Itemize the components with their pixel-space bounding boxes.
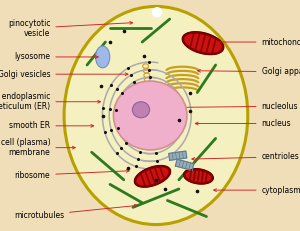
Polygon shape — [185, 34, 221, 52]
Polygon shape — [176, 159, 194, 170]
Text: rough endoplasmic
reticulum (ER): rough endoplasmic reticulum (ER) — [0, 92, 100, 111]
Ellipse shape — [132, 102, 150, 118]
Polygon shape — [137, 168, 168, 185]
Text: cytoplasm: cytoplasm — [214, 186, 300, 195]
Text: lysosome: lysosome — [14, 52, 98, 61]
Text: nucleus: nucleus — [195, 119, 291, 128]
Text: smooth ER: smooth ER — [9, 121, 94, 130]
Text: ribosome: ribosome — [15, 170, 129, 180]
Ellipse shape — [95, 46, 110, 68]
Polygon shape — [134, 166, 171, 187]
Text: Golgi apparatus: Golgi apparatus — [198, 67, 300, 76]
Text: cell (plasma)
membrane: cell (plasma) membrane — [1, 138, 75, 157]
Circle shape — [152, 8, 162, 17]
Ellipse shape — [64, 6, 248, 225]
Text: centrioles: centrioles — [192, 152, 299, 161]
Text: Golgi vesicles: Golgi vesicles — [0, 70, 128, 79]
Text: microtubules: microtubules — [14, 204, 137, 220]
Polygon shape — [186, 171, 211, 181]
Ellipse shape — [113, 81, 187, 150]
Polygon shape — [184, 169, 213, 184]
Polygon shape — [182, 32, 224, 55]
Polygon shape — [169, 151, 187, 160]
Text: pinocytotic
vesicle: pinocytotic vesicle — [8, 18, 133, 38]
Text: mitochondrion: mitochondrion — [214, 37, 300, 46]
Text: nucleolus: nucleolus — [170, 102, 298, 111]
